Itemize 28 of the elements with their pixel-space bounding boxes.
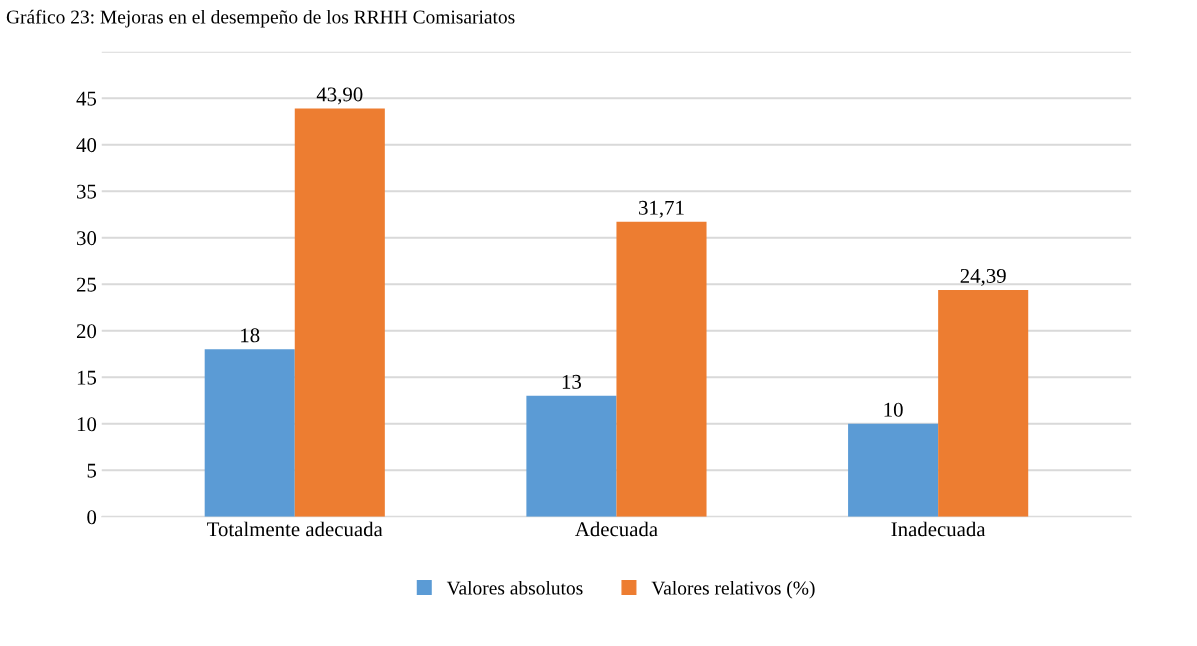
bar xyxy=(848,423,939,517)
y-tick-label: 15 xyxy=(77,370,97,385)
y-tick-label: 20 xyxy=(76,324,97,339)
y-tick-label: 0 xyxy=(87,510,97,525)
legend-label: Valores relativos (%) xyxy=(651,580,815,599)
legend-label: Valores absolutos xyxy=(446,580,583,595)
x-tick-label: Inadecuada xyxy=(891,521,986,537)
bar xyxy=(294,108,385,517)
y-tick-label: 30 xyxy=(77,231,97,246)
y-tick-label: 25 xyxy=(76,277,97,292)
y-tick-label: 45 xyxy=(76,91,97,106)
y-tick-label: 35 xyxy=(77,184,97,199)
bar xyxy=(526,395,617,517)
bar xyxy=(938,289,1029,517)
data-label: 43,90 xyxy=(316,87,363,105)
x-tick-label: Adecuada xyxy=(575,521,658,537)
data-label: 10 xyxy=(884,402,903,417)
data-label: 31,71 xyxy=(639,200,684,218)
y-tick-label: 5 xyxy=(87,463,97,478)
data-label: 18 xyxy=(241,328,260,343)
x-tick-label: Totalmente adecuada xyxy=(207,521,383,537)
data-label: 24,39 xyxy=(960,268,1006,286)
data-label: 13 xyxy=(562,374,582,389)
chart-title: Gráfico 23: Mejoras en el desempeño de los RRHH Comisariatos xyxy=(6,9,515,28)
y-tick-label: 40 xyxy=(76,138,97,153)
y-tick-label: 10 xyxy=(77,417,97,432)
bar xyxy=(204,349,295,517)
bar xyxy=(616,221,707,517)
